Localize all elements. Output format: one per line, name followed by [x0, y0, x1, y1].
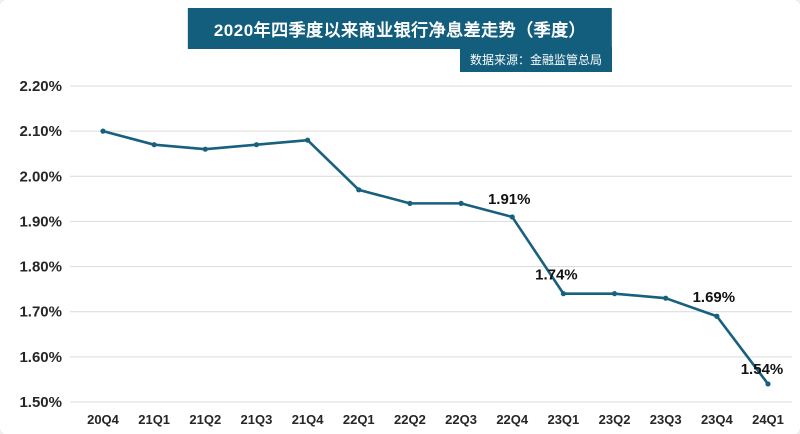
data-source-label: 数据来源：金融监管总局 [459, 47, 612, 72]
svg-text:24Q1: 24Q1 [752, 412, 784, 427]
svg-text:22Q1: 22Q1 [343, 412, 375, 427]
svg-text:2.10%: 2.10% [19, 123, 62, 140]
y-axis-labels: 2.20% 2.10% 2.00% 1.90% 1.80% 1.70% 1.60% 1.50% [19, 78, 62, 411]
svg-text:22Q2: 22Q2 [394, 412, 426, 427]
svg-text:23Q4: 23Q4 [701, 412, 734, 427]
svg-text:2.20%: 2.20% [19, 78, 62, 95]
x-axis-labels: 20Q4 21Q1 21Q2 21Q3 21Q4 22Q1 22Q2 22Q3 22Q4 23Q1… [87, 412, 784, 427]
chart-title: 2020年四季度以来商业银行净息差走势（季度） [187, 8, 613, 49]
svg-text:23Q2: 23Q2 [599, 412, 631, 427]
svg-text:1.69%: 1.69% [693, 289, 736, 306]
trend-line [101, 129, 770, 386]
svg-text:1.80%: 1.80% [19, 259, 62, 276]
line-chart: 2.20% 2.10% 2.00% 1.90% 1.80% 1.70% 1.60% 1.50%… [19, 78, 792, 427]
svg-text:22Q3: 22Q3 [445, 412, 477, 427]
svg-text:21Q3: 21Q3 [241, 412, 273, 427]
svg-text:1.74%: 1.74% [535, 267, 578, 284]
svg-text:1.91%: 1.91% [488, 191, 531, 208]
svg-text:23Q3: 23Q3 [650, 412, 682, 427]
svg-text:20Q4: 20Q4 [87, 412, 120, 427]
data-point-markers [100, 128, 771, 387]
gridlines [70, 85, 792, 403]
svg-text:22Q4: 22Q4 [496, 412, 529, 427]
svg-text:21Q2: 21Q2 [189, 412, 221, 427]
svg-text:1.70%: 1.70% [19, 304, 62, 321]
svg-text:2.00%: 2.00% [19, 168, 62, 185]
svg-text:21Q1: 21Q1 [138, 412, 170, 427]
svg-text:1.90%: 1.90% [19, 213, 62, 230]
svg-text:1.54%: 1.54% [741, 361, 784, 378]
svg-text:23Q1: 23Q1 [547, 412, 579, 427]
svg-text:1.60%: 1.60% [19, 349, 62, 366]
data-labels: 1.91% 1.74% 1.69% 1.54% [488, 191, 783, 378]
svg-text:1.50%: 1.50% [19, 394, 62, 411]
svg-text:21Q4: 21Q4 [292, 412, 325, 427]
